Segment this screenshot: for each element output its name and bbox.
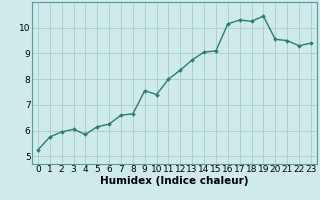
X-axis label: Humidex (Indice chaleur): Humidex (Indice chaleur)	[100, 176, 249, 186]
